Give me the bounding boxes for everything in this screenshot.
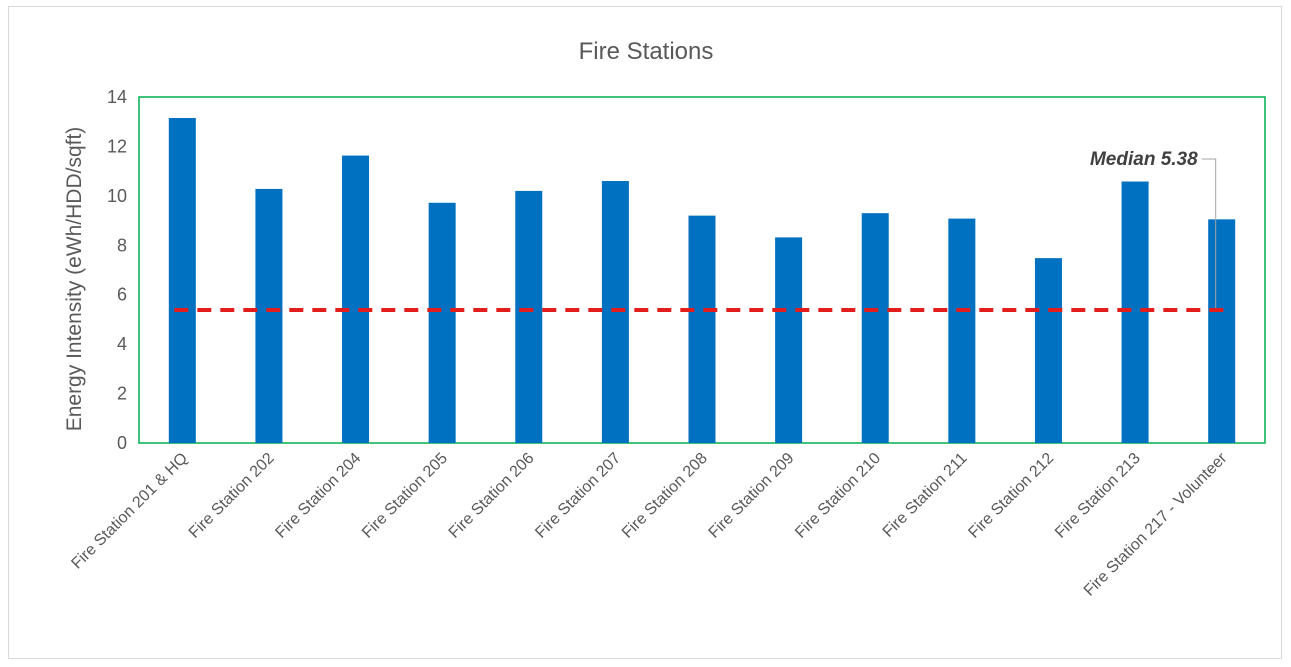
bar-chart: Fire Stations Energy Intensity (eWh/HDD/… [63, 38, 1266, 600]
x-category-label: Fire Station 205 [359, 450, 451, 542]
x-category-label: Fire Station 207 [532, 450, 624, 542]
median-label: Median 5.38 [1090, 149, 1198, 170]
bar [342, 155, 370, 443]
x-category-label: Fire Station 210 [792, 450, 884, 542]
x-category-label: Fire Station 211 [880, 450, 971, 541]
bar [948, 218, 976, 443]
chart-frame: Fire Stations Energy Intensity (eWh/HDD/… [8, 6, 1282, 659]
y-tick-label: 10 [107, 186, 127, 206]
bar [1121, 181, 1149, 443]
x-category-label: Fire Station 201 & HQ [68, 450, 191, 573]
y-tick-label: 6 [117, 285, 127, 305]
x-category-label: Fire Station 204 [272, 450, 364, 542]
bar [775, 237, 803, 443]
bar [1034, 258, 1062, 443]
x-category-label: Fire Station 209 [706, 450, 798, 542]
y-tick-label: 2 [117, 384, 127, 404]
bar [255, 188, 283, 443]
y-tick-label: 8 [117, 235, 127, 255]
y-tick-label: 4 [117, 334, 127, 354]
x-category-label: Fire Station 202 [186, 450, 278, 542]
bar [1208, 219, 1236, 443]
x-category-label: Fire Station 217 - Volunteer [1081, 449, 1231, 599]
x-category-label: Fire Station 206 [446, 450, 538, 542]
y-tick-label: 14 [107, 87, 127, 107]
bar [515, 190, 543, 443]
x-category-label: Fire Station 213 [1052, 450, 1144, 542]
median-leader-line [1201, 158, 1217, 309]
bar [861, 213, 889, 443]
bar [428, 202, 456, 443]
bars [168, 118, 1236, 443]
bar [168, 118, 196, 443]
x-category-label: Fire Station 208 [619, 450, 711, 542]
x-category-label: Fire Station 212 [965, 450, 1057, 542]
chart-title: Fire Stations [579, 38, 714, 65]
y-axis-ticks: 0 2 4 6 8 10 12 14 [107, 87, 127, 453]
y-tick-label: 0 [117, 433, 127, 453]
bar [688, 215, 716, 443]
y-tick-label: 12 [107, 136, 127, 156]
y-axis-title: Energy Intensity (eWh/HDD/sqft) [63, 127, 86, 432]
